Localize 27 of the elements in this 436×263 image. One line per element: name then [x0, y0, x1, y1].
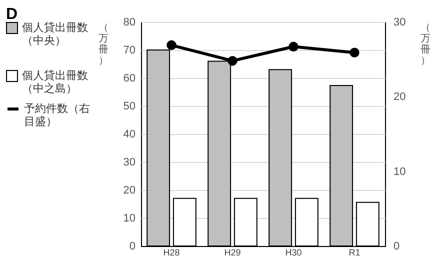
y-tick-label: 20 — [123, 184, 136, 196]
legend-label: 予約件数（右目盛） — [24, 103, 90, 128]
point — [350, 48, 360, 58]
y-tick-label: 60 — [123, 72, 136, 84]
x-tick-label: H30 — [285, 248, 302, 258]
y2-axis-title: （万冊） — [420, 22, 430, 66]
y2-tick-label: 30 — [394, 16, 406, 28]
y2-tick-label: 0 — [394, 240, 400, 252]
x-tick-label: H29 — [224, 248, 241, 258]
point — [228, 56, 238, 66]
y-tick-label: 40 — [123, 128, 136, 140]
y-tick-label: 80 — [123, 16, 136, 28]
y-tick-label: 50 — [123, 100, 136, 112]
x-tick-label: H28 — [163, 248, 180, 258]
point — [288, 42, 298, 52]
y-tick-label: 10 — [123, 212, 136, 224]
x-tick-label: R1 — [348, 248, 360, 258]
y2-tick-label: 20 — [394, 91, 406, 104]
y-tick-label: 70 — [123, 44, 136, 56]
legend-label: 個人貸出冊数（中之島） — [22, 69, 88, 95]
text: D — [6, 6, 18, 23]
y-axis-title: （万冊） — [98, 22, 108, 66]
legend-label: 個人貸出冊数（中央） — [22, 21, 88, 47]
y-tick-label: 0 — [129, 240, 136, 252]
y2-tick-label: 10 — [394, 166, 406, 178]
point — [166, 40, 176, 50]
y-tick-label: 30 — [123, 156, 136, 168]
